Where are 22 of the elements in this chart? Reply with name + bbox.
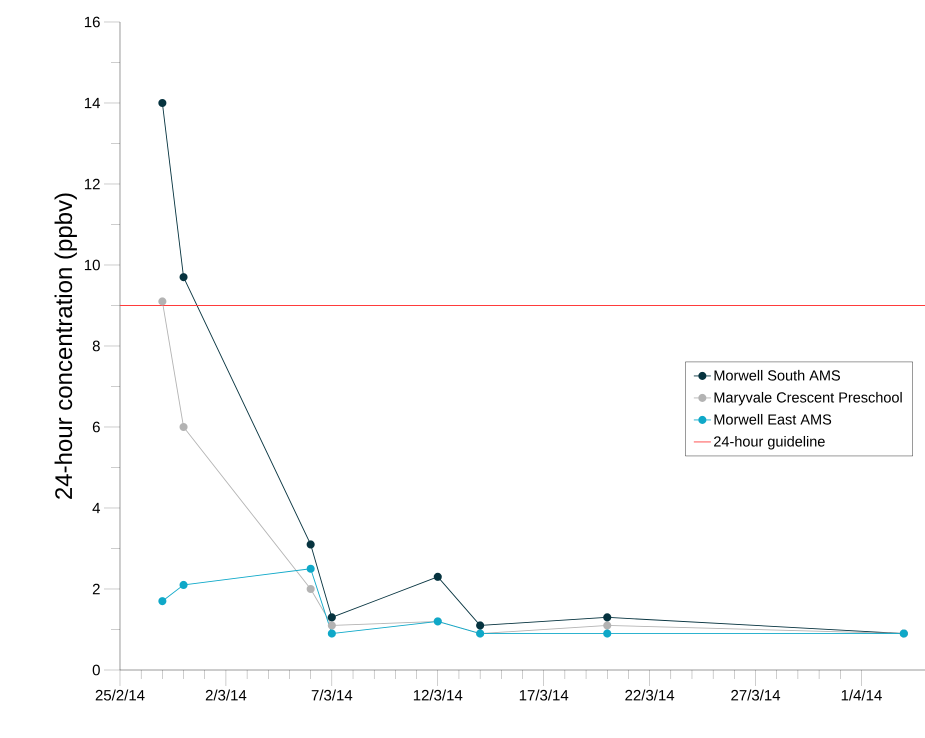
y-tick-label: 2 <box>92 584 100 594</box>
legend-label: Morwell East AMS <box>714 414 832 425</box>
x-tick-label: 2/3/14 <box>206 690 246 701</box>
x-tick-label: 17/3/14 <box>520 690 568 701</box>
x-tick-label: 27/3/14 <box>731 690 780 701</box>
x-tick-label: 12/3/14 <box>414 690 462 701</box>
y-tick-label: 14 <box>84 98 100 108</box>
legend-label: Maryvale Crescent Preschool <box>714 392 902 406</box>
x-tick-label: 25/2/14 <box>96 690 145 701</box>
y-tick-label: 4 <box>92 502 100 514</box>
y-tick-label: 8 <box>92 340 100 352</box>
x-tick-label: 7/3/14 <box>312 690 352 701</box>
y-axis-title: 24-hour concentration (ppbv) <box>54 193 77 499</box>
y-tick-label: 6 <box>92 422 100 432</box>
legend-label: Morwell South AMS <box>714 370 840 381</box>
y-tick-label: 16 <box>84 16 100 28</box>
y-tick-label: 0 <box>92 664 100 676</box>
legend-label: 24-hour guideline <box>714 436 825 450</box>
y-tick-label: 10 <box>84 260 100 270</box>
x-tick-label: 22/3/14 <box>625 690 674 701</box>
x-tick-label: 1/4/14 <box>842 690 882 701</box>
y-tick-label: 12 <box>84 178 100 190</box>
